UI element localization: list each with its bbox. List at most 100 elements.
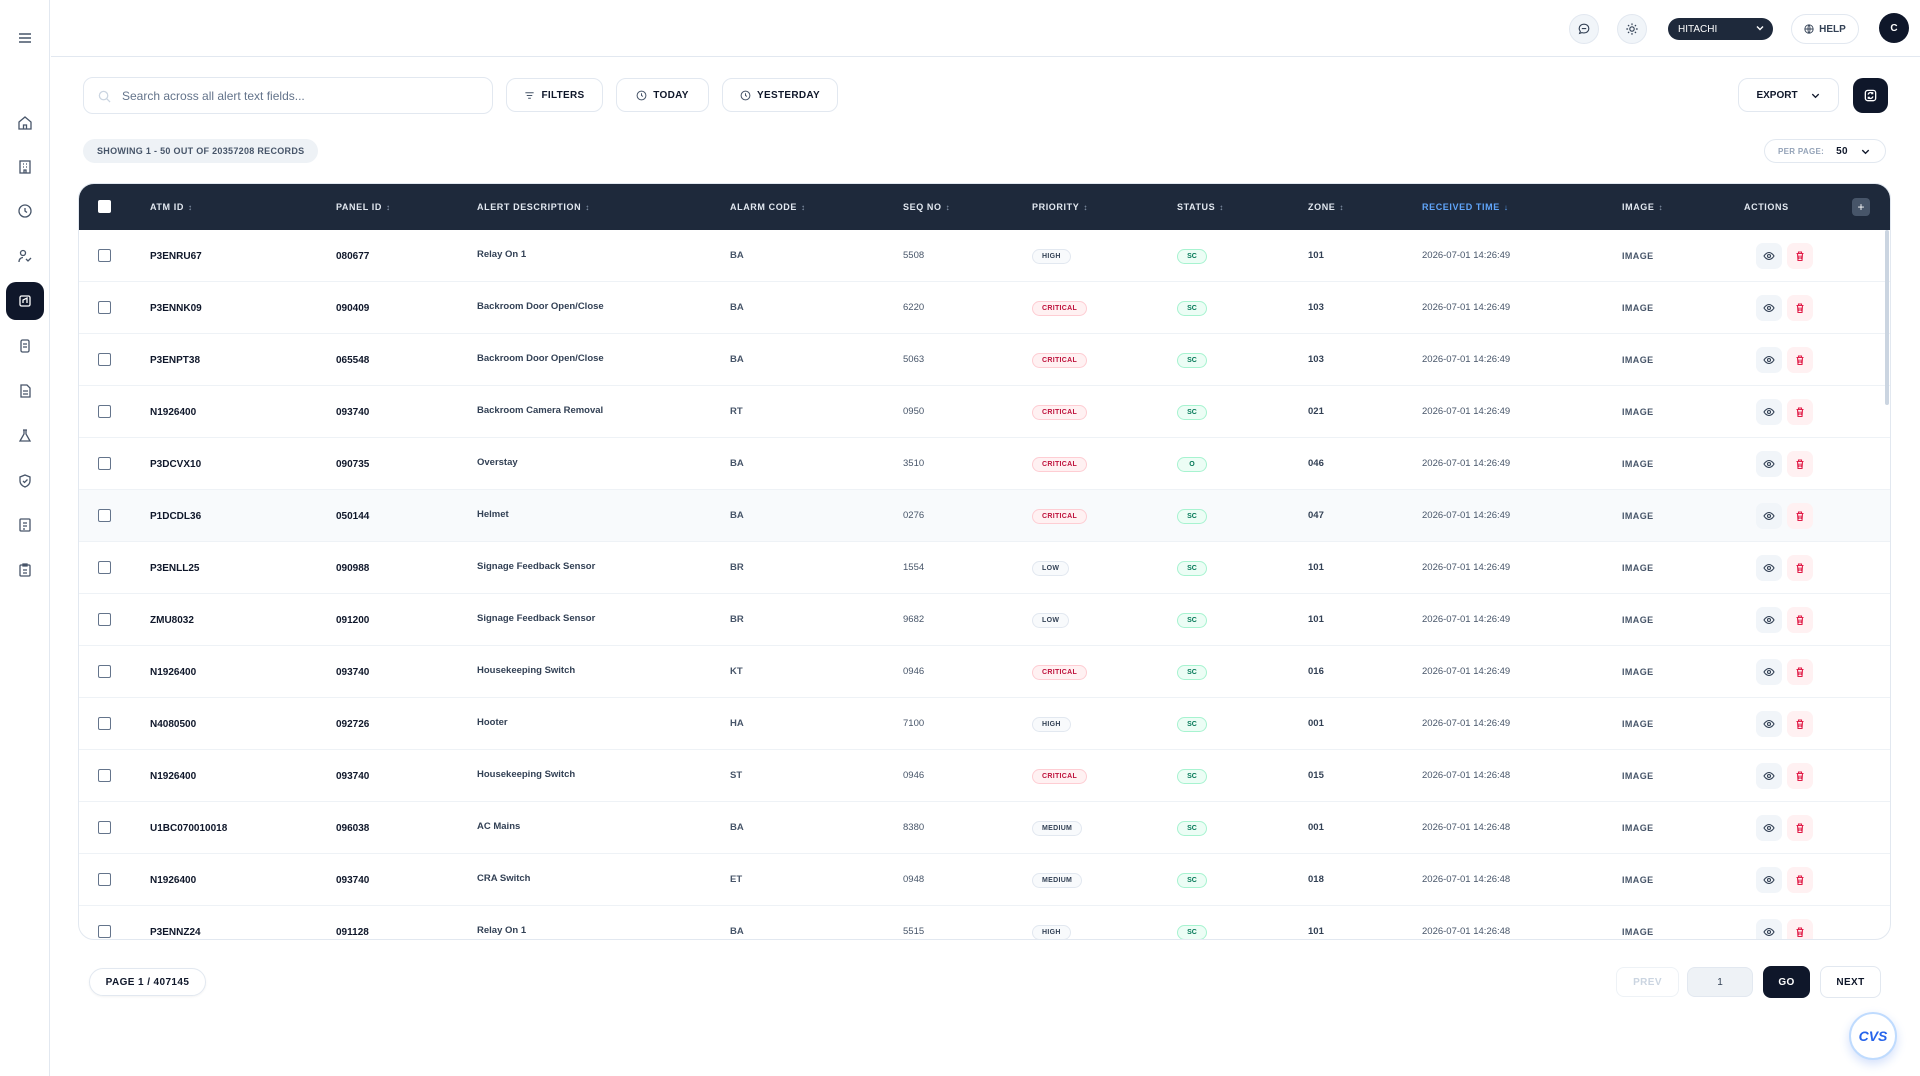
delete-button[interactable] — [1787, 867, 1813, 893]
next-button[interactable]: NEXT — [1820, 966, 1881, 998]
per-page-select[interactable]: PER PAGE: 50 — [1764, 139, 1886, 163]
view-button[interactable] — [1756, 555, 1782, 581]
delete-button[interactable] — [1787, 295, 1813, 321]
avatar[interactable]: C — [1879, 13, 1909, 43]
column-header-status[interactable]: STATUS ↕ — [1177, 184, 1224, 230]
yesterday-button[interactable]: YESTERDAY — [722, 78, 838, 112]
delete-button[interactable] — [1787, 659, 1813, 685]
row-checkbox[interactable] — [98, 873, 111, 886]
view-button[interactable] — [1756, 919, 1782, 939]
page-number-input[interactable] — [1687, 967, 1753, 997]
delete-button[interactable] — [1787, 815, 1813, 841]
column-header-image[interactable]: IMAGE ↕ — [1622, 184, 1663, 230]
row-checkbox[interactable] — [98, 405, 111, 418]
brand-select[interactable]: HITACHI — [1668, 18, 1773, 40]
row-checkbox[interactable] — [98, 301, 111, 314]
refresh-button[interactable] — [1853, 78, 1888, 113]
image-link[interactable]: IMAGE — [1622, 407, 1654, 417]
view-button[interactable] — [1756, 815, 1782, 841]
alerts-icon[interactable] — [6, 282, 44, 320]
delete-button[interactable] — [1787, 243, 1813, 269]
delete-button[interactable] — [1787, 555, 1813, 581]
delete-button[interactable] — [1787, 919, 1813, 939]
table-row[interactable]: N1926400 093740 Backroom Camera Removal RT 0… — [79, 386, 1890, 438]
export-button[interactable]: EXPORT — [1738, 78, 1839, 112]
row-checkbox[interactable] — [98, 613, 111, 626]
image-link[interactable]: IMAGE — [1622, 459, 1654, 469]
column-header-atm-id[interactable]: ATM ID ↕ — [150, 184, 193, 230]
menu-icon[interactable] — [6, 19, 44, 57]
theme-toggle-icon[interactable] — [1617, 14, 1647, 44]
image-link[interactable]: IMAGE — [1622, 355, 1654, 365]
view-button[interactable] — [1756, 503, 1782, 529]
search-input[interactable] — [122, 78, 482, 113]
view-button[interactable] — [1756, 243, 1782, 269]
table-row[interactable]: P3ENNZ24 091128 Relay On 1 BA 5515 HIGH SC 101 2… — [79, 906, 1890, 939]
column-header-alarm-code[interactable]: ALARM CODE ↕ — [730, 184, 806, 230]
column-header-zone[interactable]: ZONE ↕ — [1308, 184, 1344, 230]
view-button[interactable] — [1756, 399, 1782, 425]
image-link[interactable]: IMAGE — [1622, 927, 1654, 937]
table-row[interactable]: P3ENRU67 080677 Relay On 1 BA 5508 HIGH SC 101 2… — [79, 230, 1890, 282]
delete-button[interactable] — [1787, 347, 1813, 373]
shield-icon[interactable] — [6, 462, 44, 500]
database-icon[interactable] — [6, 327, 44, 365]
row-checkbox[interactable] — [98, 249, 111, 262]
row-checkbox[interactable] — [98, 925, 111, 938]
view-button[interactable] — [1756, 867, 1782, 893]
table-row[interactable]: P3DCVX10 090735 Overstay BA 3510 CRITICAL O 046… — [79, 438, 1890, 490]
go-button[interactable]: GO — [1763, 966, 1810, 998]
view-button[interactable] — [1756, 607, 1782, 633]
row-checkbox[interactable] — [98, 821, 111, 834]
image-link[interactable]: IMAGE — [1622, 563, 1654, 573]
row-checkbox[interactable] — [98, 353, 111, 366]
table-row[interactable]: P3ENLL25 090988 Signage Feedback Sensor BR 1… — [79, 542, 1890, 594]
user-route-icon[interactable] — [6, 237, 44, 275]
image-link[interactable]: IMAGE — [1622, 771, 1654, 781]
image-link[interactable]: IMAGE — [1622, 823, 1654, 833]
search-box[interactable] — [83, 77, 493, 114]
delete-button[interactable] — [1787, 763, 1813, 789]
table-row[interactable]: N1926400 093740 CRA Switch ET 0948 MEDIUM SC 01… — [79, 854, 1890, 906]
assistant-fab[interactable]: CVS — [1849, 1012, 1897, 1060]
table-row[interactable]: P1DCDL36 050144 Helmet BA 0276 CRITICAL SC 047 2… — [79, 490, 1890, 542]
flask-icon[interactable] — [6, 417, 44, 455]
clock-icon[interactable] — [6, 192, 44, 230]
prev-button[interactable]: PREV — [1616, 967, 1679, 997]
image-link[interactable]: IMAGE — [1622, 615, 1654, 625]
row-checkbox[interactable] — [98, 509, 111, 522]
image-link[interactable]: IMAGE — [1622, 251, 1654, 261]
row-checkbox[interactable] — [98, 561, 111, 574]
column-header-alert-description[interactable]: ALERT DESCRIPTION ↕ — [477, 184, 590, 230]
help-button[interactable]: HELP — [1791, 14, 1859, 44]
report-icon[interactable] — [6, 506, 44, 544]
table-row[interactable]: U1BC070010018 096038 AC Mains BA 8380 MEDIUM S… — [79, 802, 1890, 854]
chat-icon[interactable] — [1569, 14, 1599, 44]
column-header-priority[interactable]: PRIORITY ↕ — [1032, 184, 1088, 230]
column-header-received-time[interactable]: RECEIVED TIME ↓ — [1422, 184, 1508, 230]
view-button[interactable] — [1756, 347, 1782, 373]
view-button[interactable] — [1756, 295, 1782, 321]
delete-button[interactable] — [1787, 399, 1813, 425]
image-link[interactable]: IMAGE — [1622, 667, 1654, 677]
column-header-panel-id[interactable]: PANEL ID ↕ — [336, 184, 391, 230]
view-button[interactable] — [1756, 711, 1782, 737]
image-link[interactable]: IMAGE — [1622, 875, 1654, 885]
add-column-button[interactable]: + — [1852, 198, 1870, 216]
image-link[interactable]: IMAGE — [1622, 303, 1654, 313]
row-checkbox[interactable] — [98, 457, 111, 470]
filters-button[interactable]: FILTERS — [506, 78, 603, 112]
delete-button[interactable] — [1787, 711, 1813, 737]
view-button[interactable] — [1756, 763, 1782, 789]
delete-button[interactable] — [1787, 451, 1813, 477]
table-row[interactable]: P3ENPT38 065548 Backroom Door Open/Close BA… — [79, 334, 1890, 386]
home-icon[interactable] — [6, 104, 44, 142]
row-checkbox[interactable] — [98, 717, 111, 730]
view-button[interactable] — [1756, 451, 1782, 477]
column-header-seq-no[interactable]: SEQ NO ↕ — [903, 184, 950, 230]
table-row[interactable]: N1926400 093740 Housekeeping Switch KT 0946 C… — [79, 646, 1890, 698]
table-row[interactable]: ZMU8032 091200 Signage Feedback Sensor BR 96… — [79, 594, 1890, 646]
clipboard-icon[interactable] — [6, 551, 44, 589]
scrollbar[interactable] — [1885, 230, 1889, 405]
select-all-checkbox[interactable] — [98, 200, 111, 213]
